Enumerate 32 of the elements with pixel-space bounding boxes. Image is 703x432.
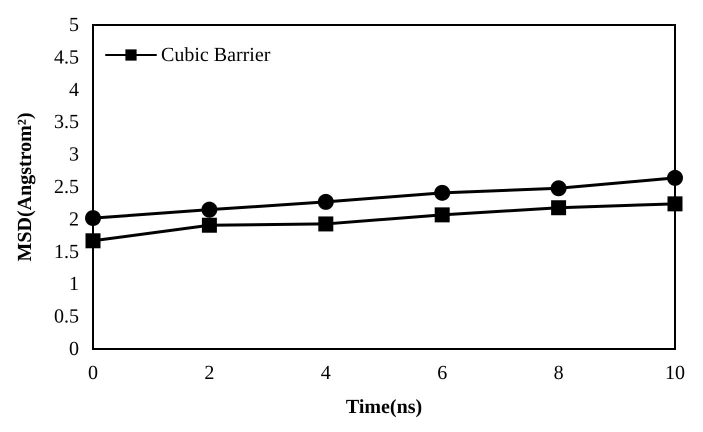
point — [434, 184, 450, 201]
point — [668, 196, 682, 212]
x-axis-title: Time(ns) — [346, 396, 422, 418]
point — [85, 210, 101, 226]
y-tick-label: 1 — [69, 273, 79, 296]
point — [318, 194, 334, 210]
x-tick-label: 6 — [437, 362, 448, 384]
y-tick-label: 5 — [69, 14, 79, 36]
x-tick-label: 4 — [320, 362, 331, 384]
y-tick-label: 3 — [69, 144, 79, 166]
y-tick-label: 3.5 — [54, 111, 79, 134]
point — [550, 180, 567, 196]
point — [202, 218, 217, 233]
y-tick-label: 4.5 — [54, 46, 79, 68]
point — [667, 170, 683, 186]
x-tick-label: 10 — [665, 362, 685, 384]
y-tick-label: 0 — [69, 338, 79, 360]
y-tick-label: 0.5 — [54, 306, 79, 328]
legend-label: Cubic Barrier — [161, 44, 271, 66]
x-tick-label: 8 — [554, 362, 564, 384]
point — [434, 207, 450, 222]
y-tick-label: 2 — [69, 208, 79, 230]
point — [318, 216, 334, 232]
point — [86, 233, 100, 248]
point — [551, 200, 566, 216]
point — [201, 202, 218, 218]
x-tick-label: 2 — [204, 362, 214, 384]
y-axis-title: MSD(Angstrom²) — [14, 112, 36, 262]
y-tick-label: 2.5 — [54, 176, 79, 198]
y-tick-label: 1.5 — [54, 240, 79, 263]
x-tick-label: 0 — [88, 362, 98, 384]
y-tick-label: 4 — [69, 78, 79, 101]
